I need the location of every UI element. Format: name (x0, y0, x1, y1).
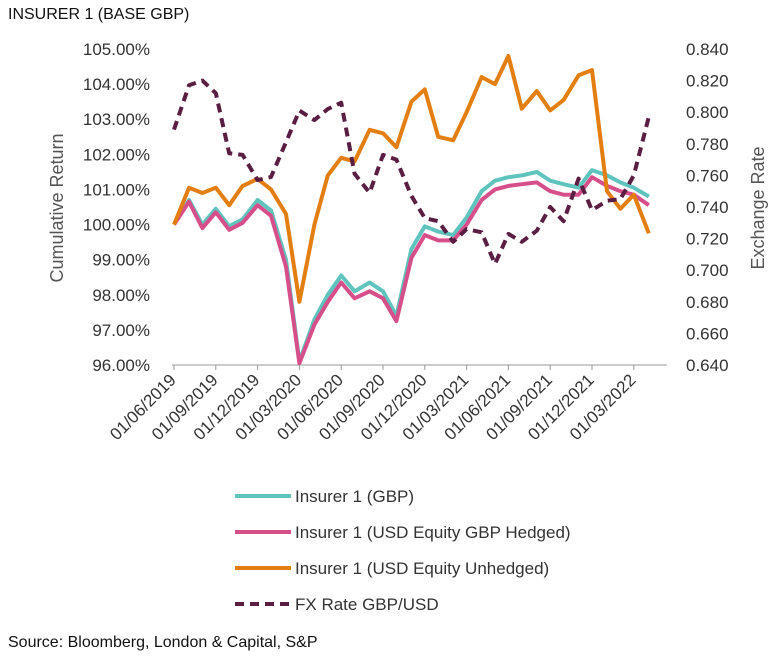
y-tick-label: 100.00% (83, 216, 150, 235)
y-tick-label: 97.00% (92, 321, 150, 340)
y-tick-label: 96.00% (92, 356, 150, 375)
y2-tick-label: 0.660 (686, 324, 729, 343)
series-line (172, 78, 651, 266)
series-line (172, 168, 650, 364)
y2-tick-label: 0.700 (686, 261, 729, 280)
y-tick-label: 105.00% (83, 40, 150, 59)
y2-tick-label: 0.640 (686, 356, 729, 375)
series-line (172, 54, 651, 304)
left-axis: 105.00% 104.00% 103.00% 102.00% 101.00% 100.0… (83, 40, 150, 375)
right-axis: 0.840 0.820 0.800 0.780 0.760 0.740 0.720 0.700… (686, 40, 729, 375)
legend-label: FX Rate GBP/USD (295, 595, 439, 614)
y2-axis-title: Exchange Rate (748, 146, 768, 269)
y-axis-title: Cumulative Return (47, 133, 67, 282)
y2-tick-label: 0.680 (686, 293, 729, 312)
legend: Insurer 1 (GBP) Insurer 1 (USD Equity GBP… (235, 487, 571, 614)
y-tick-label: 101.00% (83, 180, 150, 199)
y-tick-label: 104.00% (83, 75, 150, 94)
plot-area (172, 54, 651, 366)
series-line (172, 175, 650, 366)
y-tick-label: 98.00% (92, 286, 150, 305)
chart-title: INSURER 1 (BASE GBP) (8, 6, 190, 23)
x-axis: 01/06/201901/09/201901/12/201901/03/2020… (106, 364, 667, 444)
y2-tick-label: 0.840 (686, 40, 729, 59)
y2-tick-label: 0.800 (686, 103, 729, 122)
y2-tick-label: 0.760 (686, 166, 729, 185)
y2-tick-label: 0.720 (686, 230, 729, 249)
y2-tick-label: 0.820 (686, 72, 729, 91)
y-tick-label: 103.00% (83, 110, 150, 129)
y-tick-label: 99.00% (92, 251, 150, 270)
legend-label: Insurer 1 (GBP) (295, 487, 414, 506)
y-tick-label: 102.00% (83, 145, 150, 164)
legend-label: Insurer 1 (USD Equity GBP Hedged) (295, 523, 571, 542)
y2-tick-label: 0.740 (686, 198, 729, 217)
legend-label: Insurer 1 (USD Equity Unhedged) (295, 559, 549, 578)
y2-tick-label: 0.780 (686, 135, 729, 154)
source-note: Source: Bloomberg, London & Capital, S&P (8, 634, 318, 651)
